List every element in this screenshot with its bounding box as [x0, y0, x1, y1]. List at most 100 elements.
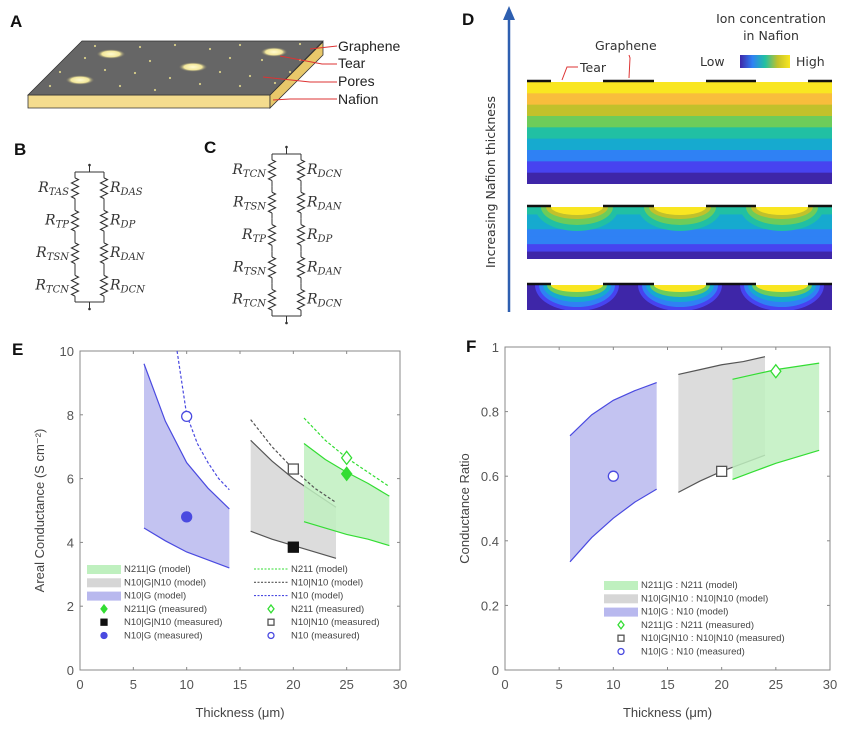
legend-marker [100, 618, 108, 626]
model-band [304, 443, 390, 546]
data-point [770, 363, 782, 379]
x-tick-label: 30 [393, 677, 407, 692]
pore [103, 68, 107, 72]
y-tick-label: 1 [492, 340, 499, 355]
pore [133, 71, 137, 75]
y-tick-label: 8 [67, 408, 74, 423]
colorbar-title-line2: in Nafion [743, 28, 799, 43]
pore [228, 56, 232, 60]
pore [248, 74, 252, 78]
tear-high-region [650, 82, 710, 90]
terminal-node [285, 321, 288, 325]
legend-swatch [87, 578, 121, 588]
tear-gradient-ring [756, 207, 808, 215]
resistor-label-right: RDAN [306, 259, 343, 277]
pore [288, 70, 292, 74]
resistor-icon [70, 177, 80, 200]
concentration-band [527, 116, 832, 128]
resistor-subscript: DAN [317, 201, 343, 212]
data-point [607, 470, 619, 482]
y-axis-label: Conductance Ratio [457, 453, 472, 564]
x-tick-label: 0 [501, 677, 508, 692]
legend-label: N10 (model) [291, 591, 343, 602]
resistor-subscript: TSN [244, 201, 268, 212]
data-point [340, 466, 353, 482]
model-band-upper-line [569, 381, 657, 437]
callout-line-nafion [272, 98, 337, 101]
y-tick-label: 0.4 [481, 534, 499, 549]
panel-label-c: C [204, 138, 217, 157]
y-tick-label: 10 [60, 344, 74, 359]
resistor-icon [267, 159, 277, 182]
resistor-label-right: RDCN [109, 278, 146, 296]
legend-label: N10|G|N10 (measured) [124, 617, 222, 628]
resistor-icon [70, 242, 80, 265]
pore [48, 84, 52, 88]
legend-label: N10|G|N10 : N10|N10 (measured) [641, 633, 785, 644]
graphene-label: Graphene [595, 38, 657, 53]
resistor-icon [296, 256, 306, 279]
resistor-subscript: DCN [317, 299, 344, 310]
model-band-lower-line [569, 488, 657, 563]
concentration-band [527, 127, 832, 140]
pore [208, 47, 212, 51]
concentration-map [527, 285, 832, 310]
concentration-band [527, 236, 832, 245]
legend-marker [100, 603, 108, 614]
terminal-node [88, 163, 91, 167]
resistor-icon [267, 288, 277, 311]
legend-label: N211|G (measured) [124, 604, 207, 615]
pore [238, 43, 242, 47]
y-axis-label: Areal Conductance (S cm⁻²) [32, 429, 47, 593]
legend-label: N10|G (model) [124, 591, 186, 602]
data-point [181, 410, 193, 423]
concentration-map [527, 82, 832, 184]
resistor-subscript: TSN [244, 266, 268, 277]
resistor-label-left: RTCN [231, 162, 267, 180]
data-point [181, 511, 193, 523]
legend-label: N10 (measured) [291, 631, 360, 642]
resistor-subscript: TCN [46, 285, 70, 296]
y-tick-label: 6 [67, 472, 74, 487]
resistor-label-right: RDP [109, 213, 136, 231]
x-tick-label: 10 [179, 677, 193, 692]
resistor-label-left: RTCN [231, 292, 267, 310]
resistor-icon [99, 177, 109, 200]
colorbar [740, 55, 790, 68]
chart-f: 0 5 10 15 20 25 30 0 0.2 0.4 0.6 0.8 1 Thickness (μm)… [457, 340, 837, 720]
legend-marker [100, 631, 108, 640]
x-tick-label: 30 [823, 677, 837, 692]
resistor-subscript: TCN [243, 299, 267, 310]
resistor-icon [99, 242, 109, 265]
model-dashed-line [176, 350, 230, 491]
tear-gradient-ring [551, 207, 603, 215]
legend-label: N10|G (measured) [124, 631, 203, 642]
x-tick-label: 25 [769, 677, 783, 692]
concentration-band [527, 172, 832, 184]
resistor-icon [267, 191, 277, 214]
callout-line-tear [279, 55, 337, 65]
panel-label-e: E [12, 340, 24, 359]
resistor-subscript: DAN [120, 252, 146, 263]
tear-pointer [561, 66, 578, 81]
y-tick-label: 0.2 [481, 598, 499, 613]
callout-graphene: Graphene [338, 38, 400, 54]
model-band-upper-line [678, 356, 766, 376]
legend-label: N211|G : N211 (model) [641, 580, 738, 591]
legend-label: N211 (measured) [291, 604, 364, 615]
colorbar-low-label: Low [700, 54, 725, 69]
concentration-band [527, 251, 832, 259]
tear-gradient-ring [654, 207, 706, 215]
resistor-label-left: RTP [44, 213, 69, 231]
y-tick-label: 0.8 [481, 405, 499, 420]
resistor-label-left: RTCN [34, 278, 70, 296]
tear [65, 75, 95, 85]
resistor-label-right: RDAS [109, 180, 143, 198]
concentration-band [527, 161, 832, 174]
nafion-side-right [269, 41, 324, 109]
resistor-label-right: RDAN [109, 245, 146, 263]
resistor-subscript: DAS [120, 187, 143, 198]
legend-marker [267, 603, 275, 614]
resistor-icon [99, 209, 109, 232]
